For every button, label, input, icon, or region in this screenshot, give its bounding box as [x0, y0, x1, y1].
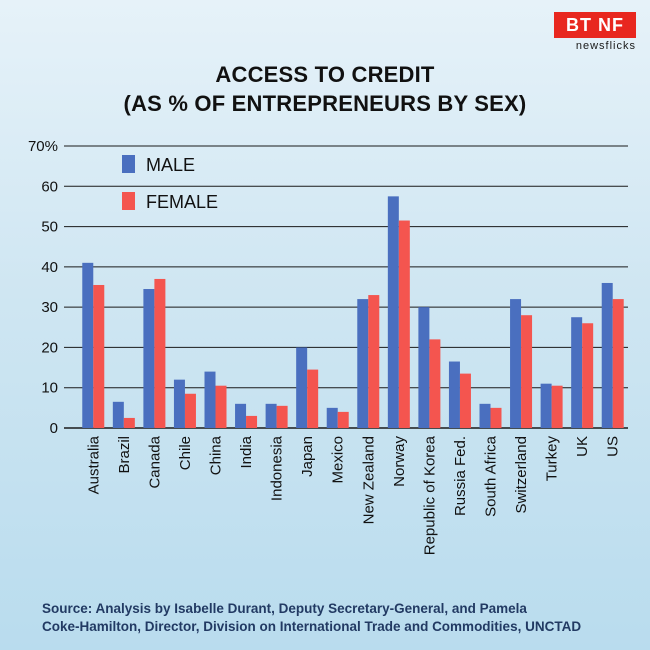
bar-male	[357, 299, 369, 428]
bar-female	[459, 373, 471, 428]
y-tick-label: 70%	[28, 138, 58, 155]
bar-male	[82, 262, 94, 428]
x-tick-label: Indonesia	[269, 435, 286, 501]
bar-female	[521, 315, 533, 428]
bar-female	[368, 295, 380, 428]
brand-logo: BT NF newsflicks	[554, 12, 636, 52]
bar-male	[265, 403, 277, 428]
x-tick-label: Turkey	[544, 436, 561, 482]
bar-male	[387, 196, 399, 428]
bar-male	[326, 407, 338, 428]
bar-female	[123, 417, 135, 428]
legend-label-male: MALE	[146, 155, 195, 175]
legend-swatch-female	[122, 192, 135, 210]
bar-female	[93, 284, 105, 428]
x-tick-label: Brazil	[116, 436, 133, 474]
bar-female	[246, 415, 258, 428]
x-tick-label: Russia Fed.	[452, 436, 469, 516]
bar-male	[204, 371, 216, 428]
x-tick-label: Australia	[85, 435, 102, 494]
y-tick-label: 10	[41, 380, 58, 397]
y-tick-label: 40	[41, 259, 58, 276]
x-tick-label: Norway	[391, 436, 408, 487]
source-line-2: Coke-Hamilton, Director, Division on Int…	[42, 619, 582, 634]
bar-female	[307, 369, 319, 428]
chart-title-line1: ACCESS TO CREDIT	[215, 62, 435, 87]
x-tick-label: India	[238, 435, 255, 468]
legend-swatch-male	[122, 155, 135, 173]
legend-label-female: FEMALE	[146, 192, 218, 212]
x-tick-label: UK	[574, 436, 591, 457]
y-tick-label: 50	[41, 219, 58, 236]
chart-title-line2: (AS % OF ENTREPRENEURS BY SEX)	[123, 91, 527, 116]
bar-male	[448, 361, 460, 428]
bar-female	[612, 299, 624, 428]
bar-male	[571, 317, 583, 428]
bar-female	[490, 407, 502, 428]
y-tick-label: 20	[41, 339, 58, 356]
bar-female	[276, 405, 288, 428]
bar-male	[235, 403, 247, 428]
x-tick-label: Mexico	[330, 436, 347, 484]
bar-male	[296, 347, 308, 428]
logo-mark: BT NF	[554, 12, 636, 38]
bar-male	[540, 383, 552, 428]
x-tick-label: Switzerland	[513, 436, 530, 514]
x-tick-label: US	[605, 436, 622, 457]
bar-male	[418, 307, 430, 428]
bar-female	[215, 385, 227, 428]
bar-female	[429, 339, 441, 428]
bar-male	[173, 379, 185, 428]
x-tick-label: South Africa	[483, 435, 500, 517]
bar-chart: 0 10 20 30 40 50 60 70% Australia Brazil Canada Chi…	[28, 138, 628, 555]
bar-male	[112, 401, 124, 428]
source-note: Source: Analysis by Isabelle Durant, Dep…	[42, 600, 632, 636]
bar-female	[582, 323, 594, 428]
y-tick-label: 0	[50, 420, 58, 437]
y-tick-label: 60	[41, 178, 58, 195]
bar-female	[337, 411, 349, 428]
logo-subtitle: newsflicks	[575, 40, 636, 52]
bar-female	[154, 278, 166, 428]
bar-male	[510, 299, 522, 428]
bar-male	[479, 403, 491, 428]
y-tick-label: 30	[41, 299, 58, 316]
source-line-1: Source: Analysis by Isabelle Durant, Dep…	[42, 601, 527, 616]
bar-male	[601, 282, 613, 428]
x-tick-label: New Zealand	[360, 436, 377, 524]
x-tick-label: Republic of Korea	[421, 435, 438, 555]
x-tick-label: China	[208, 435, 225, 475]
bar-female	[184, 393, 196, 428]
bar-female	[398, 220, 410, 428]
bar-male	[143, 289, 155, 428]
x-tick-label: Chile	[177, 436, 194, 470]
bar-female	[551, 385, 563, 428]
x-tick-label: Canada	[146, 435, 163, 488]
x-tick-label: Japan	[299, 436, 316, 477]
